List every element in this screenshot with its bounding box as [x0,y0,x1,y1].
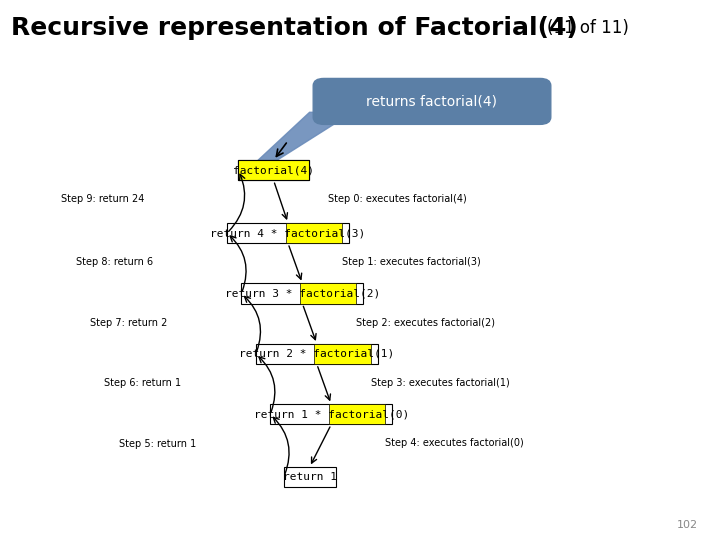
Text: 102: 102 [678,521,698,530]
Text: Step 2: executes factorial(2): Step 2: executes factorial(2) [356,318,495,328]
Text: Step 6: return 1: Step 6: return 1 [104,378,181,388]
FancyBboxPatch shape [270,404,392,424]
FancyBboxPatch shape [315,344,371,364]
FancyBboxPatch shape [329,404,385,424]
FancyBboxPatch shape [286,223,342,243]
Text: Step 3: executes factorial(1): Step 3: executes factorial(1) [371,378,510,388]
Text: Step 9: return 24: Step 9: return 24 [61,194,145,204]
FancyBboxPatch shape [238,160,309,180]
Text: Recursive representation of Factorial(4): Recursive representation of Factorial(4) [11,16,577,40]
Text: Step 8: return 6: Step 8: return 6 [76,257,153,267]
FancyBboxPatch shape [300,284,356,303]
Text: Step 7: return 2: Step 7: return 2 [90,318,167,328]
Text: return 4 * factorial(3): return 4 * factorial(3) [210,228,366,238]
Text: factorial(4): factorial(4) [233,165,314,176]
Text: return 1 * factorial(0): return 1 * factorial(0) [253,409,409,420]
Text: Step 4: executes factorial(0): Step 4: executes factorial(0) [385,438,524,448]
Text: return 1: return 1 [283,472,337,482]
Text: return 3 * factorial(2): return 3 * factorial(2) [225,288,380,299]
FancyBboxPatch shape [241,284,364,303]
Text: return 2 * factorial(1): return 2 * factorial(1) [239,349,395,359]
FancyBboxPatch shape [256,344,378,364]
Text: Step 0: executes factorial(4): Step 0: executes factorial(4) [328,194,467,204]
FancyBboxPatch shape [227,223,349,243]
Text: Step 5: return 1: Step 5: return 1 [119,440,196,449]
Text: Step 1: executes factorial(3): Step 1: executes factorial(3) [342,257,481,267]
FancyBboxPatch shape [284,467,336,487]
FancyBboxPatch shape [313,78,551,124]
Polygon shape [256,112,353,163]
Text: (11 of 11): (11 of 11) [547,19,629,37]
FancyBboxPatch shape [238,160,309,180]
Text: returns factorial(4): returns factorial(4) [366,94,498,109]
